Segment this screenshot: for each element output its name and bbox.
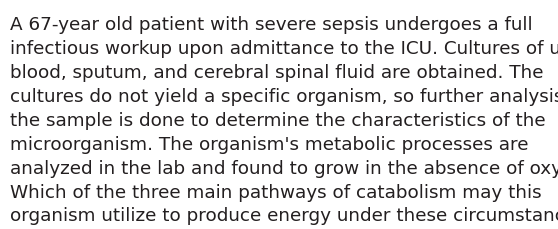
Text: Which of the three main pathways of catabolism may this: Which of the three main pathways of cata… [10, 183, 542, 201]
Text: A 67-year old patient with severe sepsis undergoes a full: A 67-year old patient with severe sepsis… [10, 16, 533, 34]
Text: cultures do not yield a specific organism, so further analysis of: cultures do not yield a specific organis… [10, 87, 558, 105]
Text: organism utilize to produce energy under these circumstances?: organism utilize to produce energy under… [10, 207, 558, 224]
Text: analyzed in the lab and found to grow in the absence of oxygen.: analyzed in the lab and found to grow in… [10, 159, 558, 177]
Text: microorganism. The organism's metabolic processes are: microorganism. The organism's metabolic … [10, 135, 528, 153]
Text: the sample is done to determine the characteristics of the: the sample is done to determine the char… [10, 111, 546, 129]
Text: blood, sputum, and cerebral spinal fluid are obtained. The: blood, sputum, and cerebral spinal fluid… [10, 64, 543, 82]
Text: infectious workup upon admittance to the ICU. Cultures of urine,: infectious workup upon admittance to the… [10, 40, 558, 58]
